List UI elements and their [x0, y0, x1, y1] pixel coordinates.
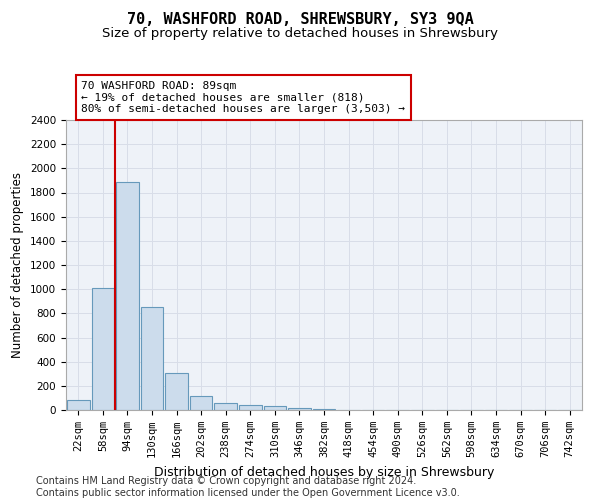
- Bar: [263, 406, 286, 410]
- Y-axis label: Number of detached properties: Number of detached properties: [11, 172, 25, 358]
- Bar: [116, 182, 139, 410]
- Text: Contains HM Land Registry data © Crown copyright and database right 2024.
Contai: Contains HM Land Registry data © Crown c…: [36, 476, 460, 498]
- X-axis label: Distribution of detached houses by size in Shrewsbury: Distribution of detached houses by size …: [154, 466, 494, 478]
- Bar: [313, 409, 335, 410]
- Bar: [288, 408, 311, 410]
- Text: Size of property relative to detached houses in Shrewsbury: Size of property relative to detached ho…: [102, 28, 498, 40]
- Text: 70, WASHFORD ROAD, SHREWSBURY, SY3 9QA: 70, WASHFORD ROAD, SHREWSBURY, SY3 9QA: [127, 12, 473, 28]
- Bar: [67, 400, 89, 410]
- Bar: [239, 404, 262, 410]
- Bar: [140, 308, 163, 410]
- Bar: [165, 372, 188, 410]
- Bar: [214, 403, 237, 410]
- Bar: [190, 396, 212, 410]
- Bar: [92, 288, 114, 410]
- Text: 70 WASHFORD ROAD: 89sqm
← 19% of detached houses are smaller (818)
80% of semi-d: 70 WASHFORD ROAD: 89sqm ← 19% of detache…: [82, 81, 406, 114]
